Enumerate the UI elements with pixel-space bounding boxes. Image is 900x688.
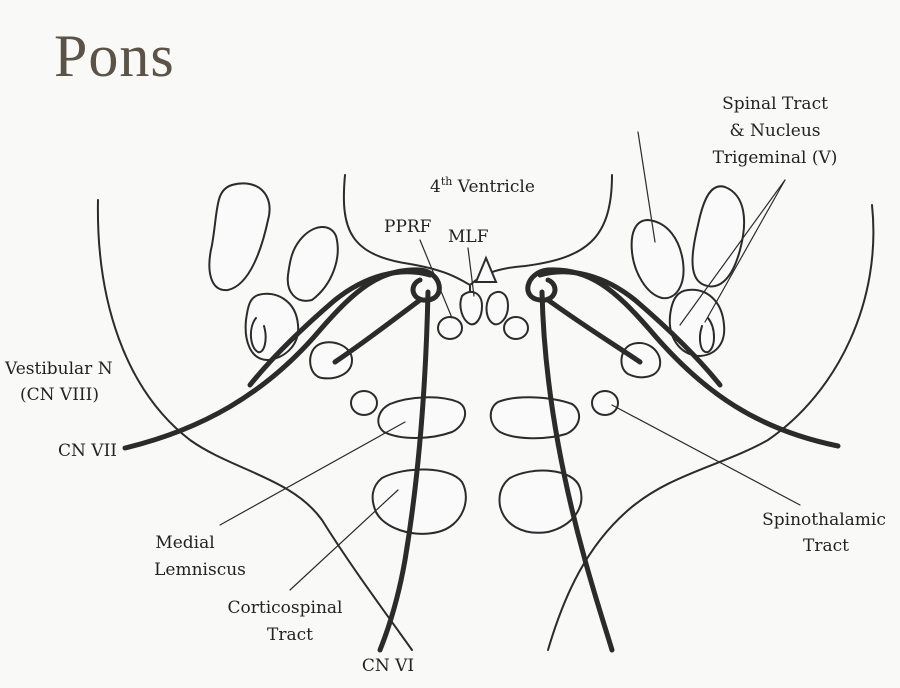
medial-lemniscus-right [489, 396, 581, 440]
cerebellar-peduncle-left [286, 226, 339, 302]
label-mlf: MLF [448, 227, 489, 247]
cn6-path-right [539, 289, 615, 653]
cn6-branch-left [332, 297, 423, 365]
nucleus-right-mid [591, 390, 619, 416]
label-medial-lemniscus-2: Lemniscus [154, 560, 246, 580]
cn6-nucleus-left [309, 341, 354, 380]
label-corticospinal-2: Tract [267, 625, 313, 645]
leader-spinal-tract-1 [704, 179, 786, 323]
label-spinal-tract-1: Spinal Tract [722, 94, 828, 114]
label-fourth-ventricle: 4th Ventricle [430, 175, 535, 197]
leader-medial-lemniscus [219, 421, 406, 526]
cn7-nucleus-right [668, 288, 726, 358]
page-title: Pons [54, 23, 175, 89]
label-cn7: CN VII [58, 441, 117, 461]
label-spinothalamic-2: Tract [803, 536, 849, 556]
leader-spinal-tract-2 [679, 179, 786, 326]
cn7-nucleus-left [244, 292, 300, 362]
trigeminal-nucleus-right [630, 218, 685, 300]
label-pprf: PPRF [384, 217, 432, 237]
pons-outline [96, 199, 413, 651]
leader-spinothalamic [611, 404, 801, 506]
label-spinal-tract-3: Trigeminal (V) [713, 148, 838, 168]
label-spinothalamic-1: Spinothalamic [762, 510, 886, 530]
cn6-branch-right [545, 297, 643, 365]
pprf-left [437, 316, 463, 340]
cn6-path-left [377, 289, 431, 653]
leader-pprf [419, 239, 453, 319]
cn8-path-left [247, 269, 433, 388]
pprf-right [503, 316, 529, 340]
pons-outline-right [547, 204, 875, 651]
mlf-left [459, 290, 484, 326]
vestibular-nucleus-left [208, 182, 271, 292]
leader-mlf [467, 247, 475, 297]
vestibular-nucleus-right [691, 185, 746, 288]
label-cn6: CN VI [362, 656, 414, 676]
corticospinal-left [371, 468, 467, 535]
label-vestibular-1: Vestibular N [4, 359, 113, 379]
cn7-loop-right [699, 317, 715, 354]
mlf-right [485, 290, 510, 326]
label-spinal-tract-2: & Nucleus [729, 121, 820, 141]
midline-triangle [474, 255, 498, 283]
leader-corticospinal [289, 489, 399, 591]
nucleus-left-mid [350, 390, 378, 416]
cn8-path-right [537, 269, 723, 388]
label-medial-lemniscus-1: Medial [155, 533, 214, 553]
cn7-loop-left [250, 317, 267, 354]
label-corticospinal-1: Corticospinal [228, 598, 343, 618]
label-vestibular-2: (CN VIII) [20, 385, 99, 405]
leader-trigeminal-top [637, 131, 656, 243]
